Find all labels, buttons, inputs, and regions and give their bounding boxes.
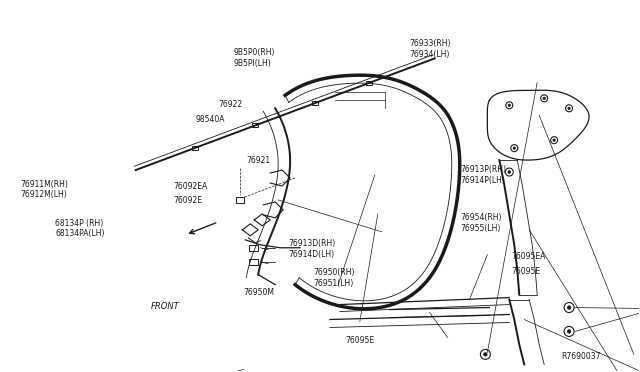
Text: 76913D(RH)
76914D(LH): 76913D(RH) 76914D(LH) xyxy=(288,239,335,259)
Text: 76921: 76921 xyxy=(246,155,271,164)
Circle shape xyxy=(513,147,515,150)
Text: 68134P (RH)
68134PA(LH): 68134P (RH) 68134PA(LH) xyxy=(56,219,105,238)
Bar xyxy=(312,101,318,105)
Text: 9B5P0(RH)
9B5PI(LH): 9B5P0(RH) 9B5PI(LH) xyxy=(234,48,275,68)
Text: 76095EA: 76095EA xyxy=(511,252,546,261)
Text: 76095E: 76095E xyxy=(511,267,540,276)
Circle shape xyxy=(568,107,570,109)
Text: 76095E: 76095E xyxy=(346,336,374,346)
Text: 76950(RH)
76951(LH): 76950(RH) 76951(LH) xyxy=(314,268,355,288)
Circle shape xyxy=(553,139,556,141)
Circle shape xyxy=(508,171,511,173)
Bar xyxy=(236,197,244,203)
Text: 76092EA: 76092EA xyxy=(173,182,207,191)
Bar xyxy=(366,81,372,85)
Text: 98540A: 98540A xyxy=(196,115,225,124)
Bar xyxy=(249,259,258,265)
Circle shape xyxy=(543,97,545,100)
Text: 76092E: 76092E xyxy=(173,196,202,205)
Text: 76913P(RH)
76914P(LH): 76913P(RH) 76914P(LH) xyxy=(460,165,506,185)
Text: 76950M: 76950M xyxy=(243,288,275,297)
Text: 76954(RH)
76955(LH): 76954(RH) 76955(LH) xyxy=(460,214,502,233)
Text: 76933(RH)
76934(LH): 76933(RH) 76934(LH) xyxy=(409,39,451,58)
Circle shape xyxy=(567,330,571,333)
Bar xyxy=(252,124,258,128)
Text: 76911M(RH)
76912M(LH): 76911M(RH) 76912M(LH) xyxy=(20,180,68,199)
Circle shape xyxy=(567,306,571,309)
Circle shape xyxy=(508,104,511,106)
Text: FRONT: FRONT xyxy=(151,302,180,311)
Text: R7690037: R7690037 xyxy=(561,352,600,361)
Bar xyxy=(193,146,198,150)
Bar xyxy=(249,245,258,251)
Circle shape xyxy=(484,353,487,356)
Text: 76922: 76922 xyxy=(218,100,242,109)
